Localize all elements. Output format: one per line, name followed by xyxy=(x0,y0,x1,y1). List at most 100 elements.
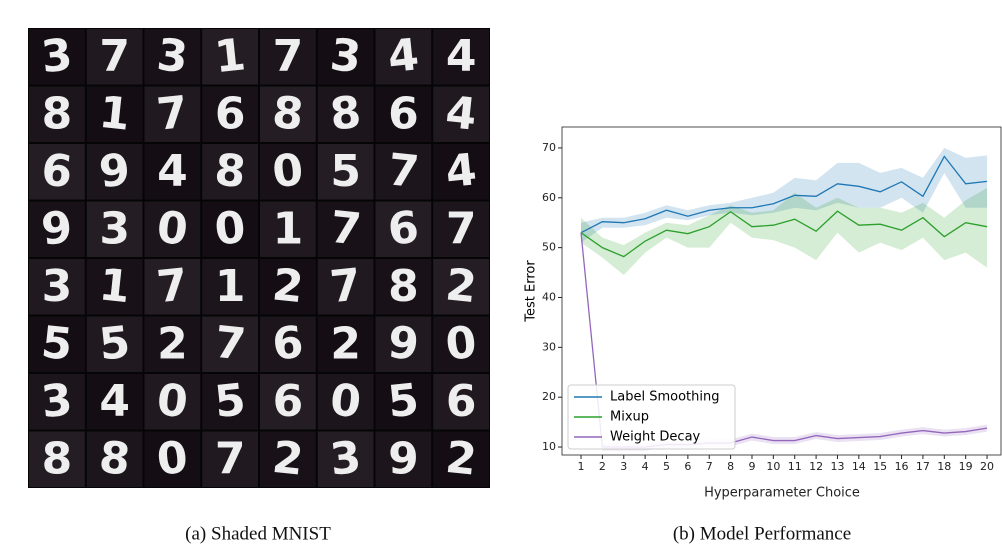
error-band xyxy=(581,147,988,243)
x-tick-label: 18 xyxy=(937,460,951,473)
digit-cell xyxy=(433,259,489,315)
digit: 3 xyxy=(328,432,364,486)
digit: 5 xyxy=(212,374,248,428)
digit-cell xyxy=(29,431,85,487)
digit: 6 xyxy=(385,202,421,256)
digit-cell xyxy=(86,201,143,257)
digit-cell xyxy=(260,316,316,372)
digit: 7 xyxy=(154,87,190,141)
digit: 7 xyxy=(328,259,364,313)
x-tick-label: 13 xyxy=(830,460,844,473)
x-tick-label: 16 xyxy=(895,460,909,473)
digit-cell xyxy=(375,431,432,487)
digit: 8 xyxy=(42,88,73,139)
digit-cell xyxy=(29,259,85,315)
y-tick-label: 60 xyxy=(542,191,556,204)
x-tick-label: 5 xyxy=(663,460,670,473)
digit-cell xyxy=(433,86,489,142)
digit-cell xyxy=(144,201,201,257)
digit-cell xyxy=(317,374,374,430)
digit: 1 xyxy=(97,87,133,141)
digit-cell xyxy=(375,201,432,257)
y-tick-label: 20 xyxy=(542,390,556,403)
digit-cell xyxy=(144,144,201,200)
x-tick-label: 1 xyxy=(578,460,585,473)
digit: 8 xyxy=(42,433,73,484)
digit: 0 xyxy=(328,374,364,428)
digit-cell xyxy=(317,431,374,487)
digit: 2 xyxy=(157,318,188,369)
digit: 6 xyxy=(273,376,304,427)
digit: 9 xyxy=(388,433,419,484)
digit: 5 xyxy=(39,317,75,371)
digit: 3 xyxy=(39,29,75,83)
x-tick-label: 19 xyxy=(959,460,973,473)
digit-cell xyxy=(86,374,143,430)
y-tick-label: 70 xyxy=(542,141,556,154)
digit-cell xyxy=(29,144,85,200)
digit: 6 xyxy=(270,317,306,371)
digit-cell xyxy=(202,316,258,372)
digit: 7 xyxy=(386,144,422,198)
digit-cell xyxy=(433,201,489,257)
digit-cell xyxy=(260,29,316,85)
digit-cell xyxy=(260,259,316,315)
digit: 2 xyxy=(443,259,479,313)
x-tick-label: 8 xyxy=(727,460,734,473)
digit-cell xyxy=(144,259,201,315)
digit-cell xyxy=(144,374,201,430)
digit-cell xyxy=(260,86,316,142)
digit: 1 xyxy=(97,259,133,313)
digit: 9 xyxy=(386,317,422,371)
digit-cell xyxy=(375,144,432,200)
y-tick-label: 30 xyxy=(542,340,556,353)
x-axis-label: Hyperparameter Choice xyxy=(704,486,860,501)
digit: 7 xyxy=(446,203,477,254)
digit: 0 xyxy=(155,202,191,256)
digit: 9 xyxy=(39,202,75,256)
digit: 1 xyxy=(273,203,304,254)
digit-cell xyxy=(86,431,143,487)
digit: 5 xyxy=(97,317,133,371)
digit-cell xyxy=(317,259,374,315)
digit-cell xyxy=(317,86,374,142)
digit-cell xyxy=(433,144,489,200)
digit-cell xyxy=(433,29,489,85)
x-tick-label: 4 xyxy=(642,460,649,473)
digit-cell xyxy=(433,316,489,372)
x-tick-label: 9 xyxy=(748,460,755,473)
digit-cell xyxy=(144,431,201,487)
legend-box xyxy=(567,384,736,450)
digit-cell xyxy=(317,29,374,85)
digit-cell xyxy=(260,201,316,257)
digit: 2 xyxy=(443,432,479,486)
digit: 7 xyxy=(215,433,246,484)
digit-cell xyxy=(86,144,143,200)
digit: 3 xyxy=(155,29,191,83)
digit-cell xyxy=(29,316,85,372)
digit: 7 xyxy=(328,202,364,256)
digit: 0 xyxy=(212,202,248,256)
digit-cell xyxy=(317,201,374,257)
digit: 3 xyxy=(42,261,73,312)
digit-cell xyxy=(375,86,432,142)
digit-cell xyxy=(144,29,201,85)
x-tick-label: 17 xyxy=(916,460,930,473)
legend-label: Weight Decay xyxy=(610,430,701,445)
digit: 7 xyxy=(154,259,190,313)
digit-cell xyxy=(144,316,201,372)
caption-a: (a) Shaded MNIST xyxy=(185,523,331,544)
line xyxy=(580,210,988,258)
digit: 8 xyxy=(212,144,248,198)
digit-cell xyxy=(375,29,432,85)
x-tick-label: 6 xyxy=(684,460,691,473)
error-band xyxy=(581,187,988,276)
digit: 6 xyxy=(39,144,75,198)
y-tick-label: 10 xyxy=(542,440,556,453)
digit: 8 xyxy=(328,87,364,141)
digit: 2 xyxy=(270,259,306,313)
digit-cell xyxy=(375,259,432,315)
digit-cell xyxy=(317,144,374,200)
digit: 6 xyxy=(388,88,419,139)
digit-cell xyxy=(375,316,432,372)
